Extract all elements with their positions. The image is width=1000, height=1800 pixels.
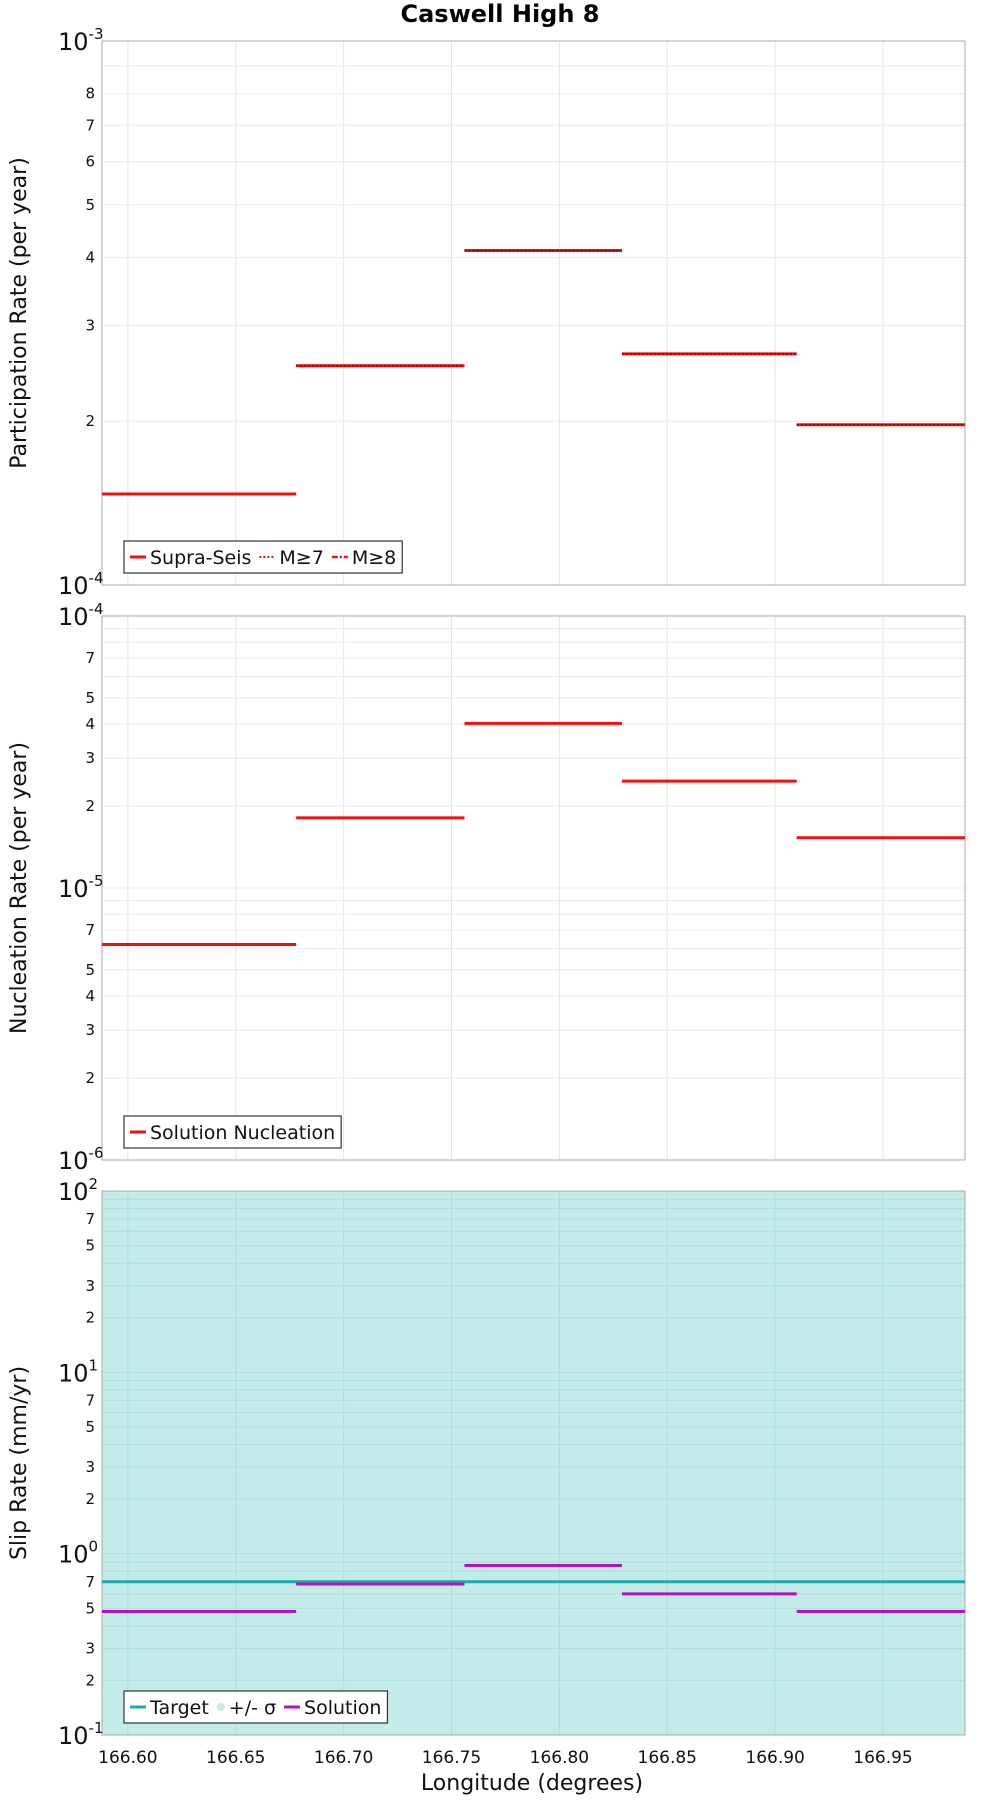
legend-frame	[123, 1115, 342, 1149]
y-decade-base: 10	[58, 1359, 89, 1387]
y-tick-label: 7	[85, 1210, 95, 1228]
legend: Solution Nucleation	[123, 1115, 342, 1149]
y-tick-label: 5	[85, 689, 95, 707]
y-decade-label: 10-4	[58, 569, 104, 600]
y-decade-exp: -1	[89, 1719, 104, 1737]
y-tick-label: 2	[85, 1671, 95, 1689]
y-tick-label: 5	[85, 1418, 95, 1436]
y-decade-base: 10	[58, 1147, 89, 1175]
y-decade-exp: -4	[89, 600, 104, 618]
x-tick-label: 166.60	[98, 1748, 157, 1768]
legend-label: Solution	[304, 1697, 381, 1719]
y-tick-label: 4	[85, 248, 95, 266]
legend-frame	[123, 540, 403, 574]
x-tick-label: 166.70	[314, 1748, 373, 1768]
y-tick-label: 5	[85, 961, 95, 979]
x-tick-label: 166.75	[422, 1748, 481, 1768]
y-decade-label: 102	[58, 1175, 98, 1206]
y-decade-exp: 0	[89, 1538, 99, 1556]
y-tick-label: 3	[85, 316, 95, 334]
y-decade-exp: -3	[89, 25, 104, 43]
legend-label: +/- σ	[229, 1697, 276, 1719]
y-tick-label: 6	[85, 153, 95, 171]
legend-label: Supra-Seis	[150, 547, 251, 569]
y-decade-exp: 1	[89, 1356, 99, 1374]
legend-label: M≥8	[352, 547, 396, 569]
y-decade-base: 10	[58, 572, 89, 600]
y-tick-label: 2	[85, 1309, 95, 1327]
y-axis-label: Nucleation Rate (per year)	[7, 742, 32, 1034]
y-tick-label: 7	[85, 921, 95, 939]
y-axis-label: Participation Rate (per year)	[7, 157, 32, 469]
y-decade-label: 10-6	[58, 1144, 104, 1175]
y-decade-base: 10	[58, 1722, 89, 1750]
plot-frame	[101, 615, 966, 1161]
y-axis-label: Slip Rate (mm/yr)	[7, 1366, 32, 1560]
chart-title: Caswell High 8	[401, 0, 600, 28]
y-decade-base: 10	[58, 1541, 89, 1569]
y-tick-label: 7	[85, 649, 95, 667]
x-axis-label: Longitude (degrees)	[421, 1771, 643, 1796]
y-decade-exp: -6	[89, 1144, 104, 1162]
legend-swatch	[216, 1703, 225, 1711]
y-decade-label: 101	[58, 1356, 98, 1387]
legend: Target +/- σ Solution	[123, 1690, 389, 1724]
y-tick-label: 7	[85, 1573, 95, 1591]
plot-frame	[101, 40, 966, 586]
y-decade-base: 10	[58, 603, 89, 631]
y-tick-label: 3	[85, 1458, 95, 1476]
y-decade-label: 10-5	[58, 872, 104, 903]
y-decade-label: 10-3	[58, 25, 104, 56]
y-decade-label: 100	[58, 1538, 98, 1569]
sigma-band	[102, 1191, 965, 1735]
y-decade-exp: -5	[89, 872, 104, 890]
y-decade-exp: -4	[89, 569, 104, 587]
y-decade-exp: 2	[89, 1175, 99, 1193]
legend-label: Solution Nucleation	[150, 1122, 335, 1144]
x-tick-label: 166.95	[853, 1748, 912, 1768]
y-tick-label: 2	[85, 1069, 95, 1087]
y-tick-label: 2	[85, 1490, 95, 1508]
y-tick-label: 3	[85, 1639, 95, 1657]
y-tick-label: 4	[85, 987, 95, 1005]
y-decade-base: 10	[58, 875, 89, 903]
legend-label: M≥7	[279, 547, 323, 569]
y-tick-label: 2	[85, 412, 95, 430]
y-tick-label: 3	[85, 1021, 95, 1039]
y-tick-label: 5	[85, 1237, 95, 1255]
legend-label: Target	[149, 1697, 209, 1719]
legend: Supra-Seis M≥7 M≥8	[123, 540, 403, 574]
x-tick-label: 166.90	[745, 1748, 804, 1768]
y-tick-label: 2	[85, 797, 95, 815]
y-tick-label: 4	[85, 715, 95, 733]
y-tick-label: 3	[85, 749, 95, 767]
y-decade-base: 10	[58, 1178, 89, 1206]
x-tick-label: 166.85	[638, 1748, 697, 1768]
y-tick-label: 8	[85, 85, 95, 103]
y-decade-label: 10-4	[58, 600, 104, 631]
y-tick-label: 7	[85, 116, 95, 134]
y-tick-label: 5	[85, 196, 95, 214]
x-tick-label: 166.80	[530, 1748, 589, 1768]
y-tick-label: 7	[85, 1391, 95, 1409]
legend-frame	[123, 1690, 389, 1724]
y-decade-base: 10	[58, 28, 89, 56]
y-tick-label: 3	[85, 1277, 95, 1295]
plot-frame	[101, 1190, 966, 1736]
y-decade-label: 10-1	[58, 1719, 104, 1750]
x-tick-label: 166.65	[206, 1748, 265, 1768]
y-tick-label: 5	[85, 1599, 95, 1617]
